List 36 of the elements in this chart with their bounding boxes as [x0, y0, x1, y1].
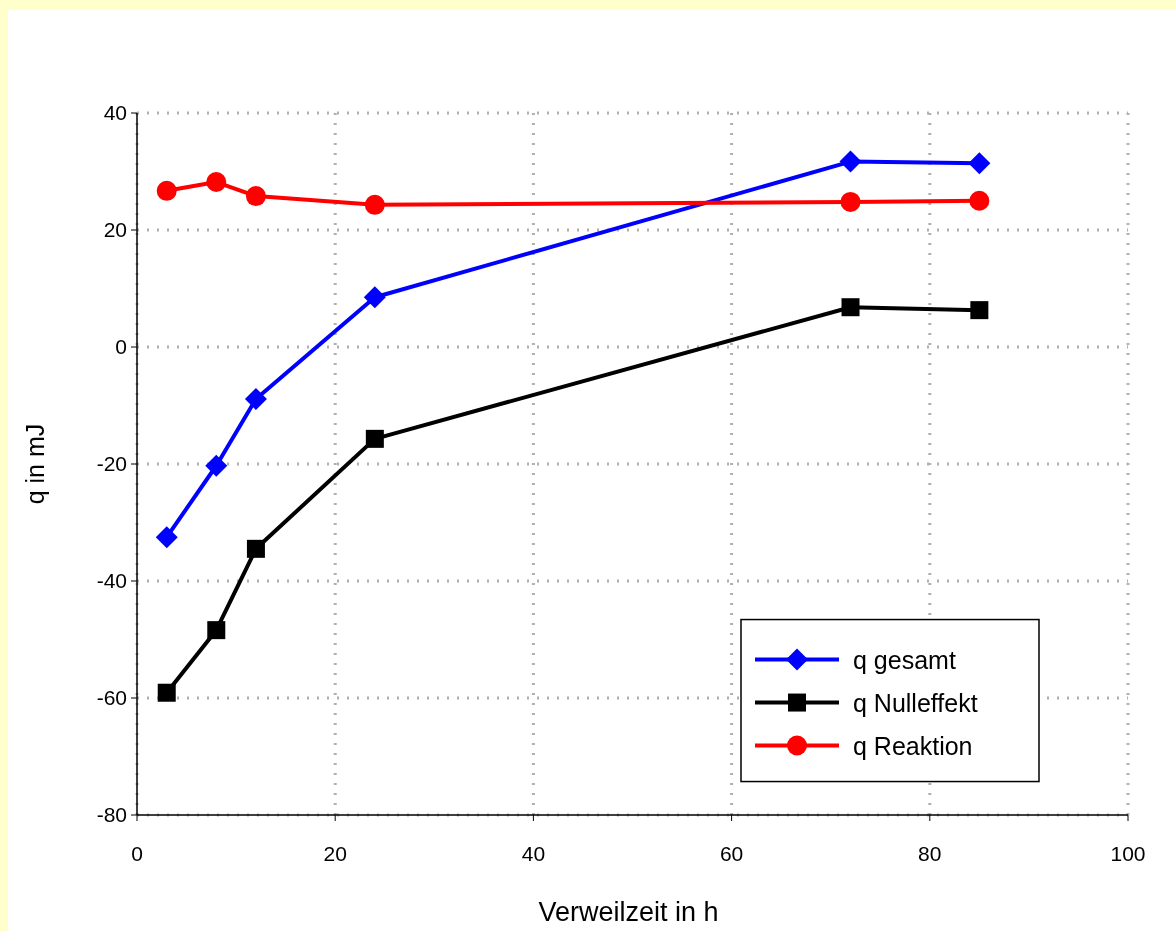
x-tick-label: 40 — [521, 842, 546, 865]
point — [968, 152, 991, 175]
point — [244, 388, 267, 411]
point — [207, 621, 226, 640]
y-tick-label: 0 — [115, 335, 127, 358]
x-axis-title: Verweilzeit in h — [538, 897, 719, 927]
legend-label: q gesamt — [853, 645, 956, 674]
x-tick-label: 0 — [131, 842, 143, 865]
point — [365, 429, 384, 448]
x-tick-label: 20 — [323, 842, 347, 865]
x-tick-label: 100 — [1110, 842, 1146, 865]
y-tick-label: 40 — [103, 101, 127, 124]
point — [363, 286, 386, 309]
point — [840, 191, 861, 212]
point — [839, 150, 862, 173]
y-tick-label: 20 — [103, 218, 127, 241]
y-tick-label: -80 — [96, 803, 127, 826]
point — [155, 526, 178, 549]
point — [969, 190, 990, 211]
y-tick-label: -20 — [96, 452, 127, 475]
y-tick-label: -40 — [96, 569, 127, 592]
point — [364, 194, 385, 215]
point — [841, 298, 860, 317]
point — [206, 172, 227, 193]
point — [970, 301, 989, 320]
point — [157, 683, 176, 702]
legend-label: q Nulleffekt — [853, 688, 978, 717]
point — [205, 454, 228, 477]
point — [156, 180, 177, 201]
y-axis-title: q in mJ — [21, 423, 49, 505]
point — [246, 539, 265, 558]
x-tick-label: 80 — [918, 842, 942, 865]
legend-label: q Reaktion — [853, 731, 973, 760]
point — [245, 186, 266, 207]
x-tick-label: 60 — [719, 842, 744, 865]
y-tick-label: -60 — [96, 686, 127, 709]
